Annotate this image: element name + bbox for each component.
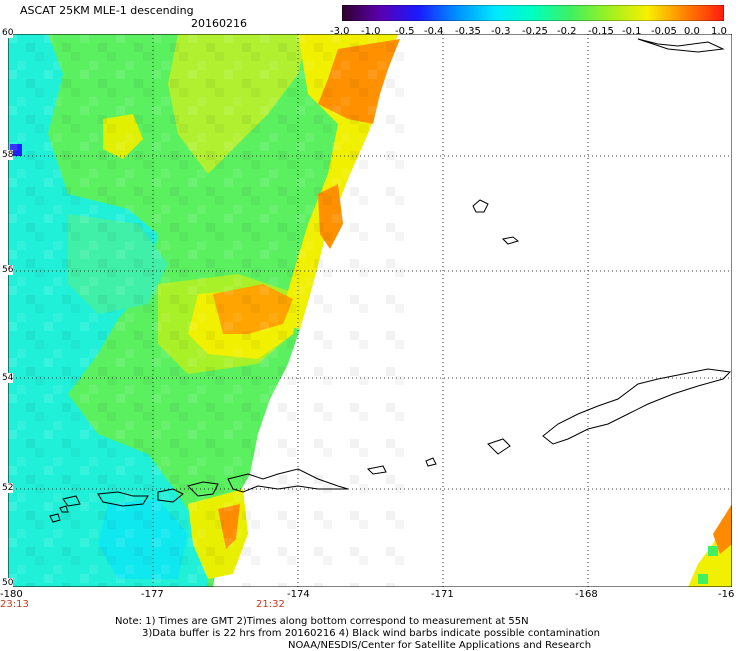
map-date: 20160216 (191, 17, 247, 30)
swath-southeast (688, 504, 732, 587)
colorbar-label: 0.0 (684, 26, 700, 37)
lon-label: -16 (718, 589, 735, 600)
lon-label: -180 (0, 589, 23, 600)
colorbar-label: -0.1 (622, 26, 642, 37)
colorbar-label: -0.35 (455, 26, 481, 37)
colorbar-label: -0.5 (395, 26, 415, 37)
colorbar-label: -0.25 (522, 26, 548, 37)
colorbar-label: -0.2 (557, 26, 577, 37)
wind-map (8, 34, 732, 587)
note-line-3: NOAA/NESDIS/Center for Satellite Applica… (288, 640, 592, 651)
colorbar-label: 1.0 (711, 26, 727, 37)
lat-label: 56 (2, 265, 14, 275)
colorbar-label: -0.05 (651, 26, 677, 37)
lat-label: 52 (2, 483, 14, 493)
swath-southeast-orange (713, 504, 732, 554)
graticule (8, 34, 732, 587)
note-line-2: 3)Data buffer is 22 hrs from 20160216 4)… (142, 628, 600, 639)
coastline (49, 38, 732, 523)
lat-label: 54 (2, 373, 14, 383)
colorbar (342, 5, 724, 21)
lat-label: 60 (2, 28, 14, 38)
lon-label: -168 (575, 589, 598, 600)
colorbar-label: -0.15 (588, 26, 614, 37)
lat-label: 58 (2, 150, 14, 160)
time-label: 21:32 (256, 599, 285, 610)
colorbar-label: -1.0 (361, 26, 381, 37)
colorbar-label: -0.3 (491, 26, 511, 37)
lon-label: -174 (287, 589, 310, 600)
lon-label: -171 (431, 589, 454, 600)
note-line-1: Note: 1) Times are GMT 2)Times along bot… (115, 616, 529, 627)
lat-label: 50 (2, 578, 14, 588)
map-title: ASCAT 25KM MLE-1 descending (20, 4, 194, 17)
colorbar-label: -3.0 (330, 26, 350, 37)
colorbar-label: -0.4 (424, 26, 444, 37)
time-label: 23:13 (0, 599, 29, 610)
lon-label: -177 (141, 589, 164, 600)
